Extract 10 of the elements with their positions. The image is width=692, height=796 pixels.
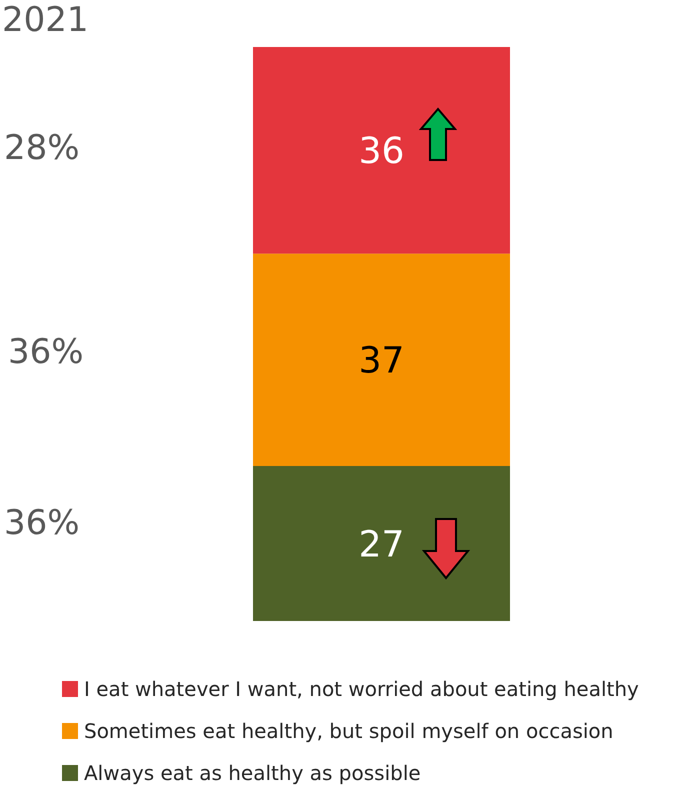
text: 36% <box>8 332 84 372</box>
legend-label: Sometimes eat healthy, but spoil myself on occasion <box>83 718 614 745</box>
text: 28% <box>4 128 80 168</box>
legend-label: Always eat as healthy as possible <box>83 760 422 787</box>
data-label: 36 <box>358 131 404 172</box>
text: 36% <box>4 503 80 543</box>
legend-label: I eat whatever I want, not worried about eating healthy <box>83 676 639 703</box>
data-label: 27 <box>358 524 404 566</box>
text: 2021 <box>2 0 89 40</box>
data-label: 37 <box>358 340 404 382</box>
